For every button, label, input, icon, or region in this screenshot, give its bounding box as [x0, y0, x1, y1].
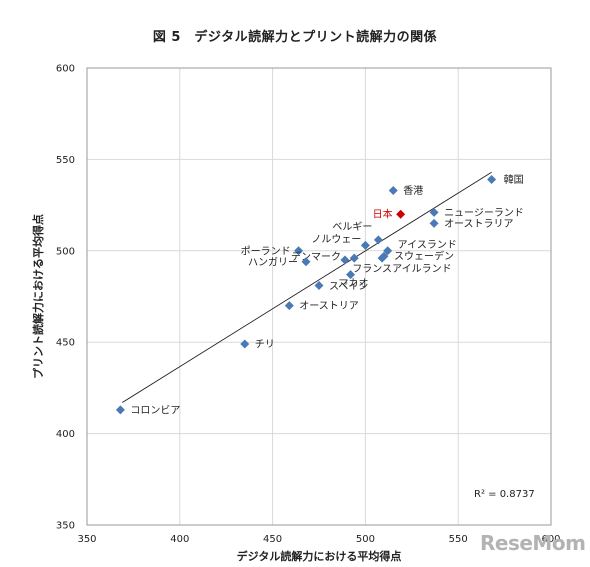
data-point [301, 257, 311, 267]
y-tick-label: 450 [56, 338, 75, 349]
point-label: アイスランド [398, 239, 457, 251]
plot-area [86, 67, 552, 526]
point-label: フランス [352, 263, 392, 275]
y-tick-label: 400 [56, 429, 75, 440]
data-point [240, 339, 250, 349]
point-label: 韓国 [504, 174, 524, 186]
data-point [115, 405, 125, 415]
point-label: コロンビア [130, 404, 180, 416]
data-point [377, 253, 387, 263]
point-label: ノルウェー [311, 233, 361, 245]
data-point [429, 218, 439, 228]
data-point [340, 255, 350, 265]
point-label: オーストラリア [444, 218, 514, 230]
x-tick-label: 350 [77, 534, 96, 545]
data-point [346, 270, 356, 280]
data-point [284, 301, 294, 311]
point-label: ベルギー [332, 221, 372, 233]
data-point [360, 240, 370, 250]
y-tick-label: 500 [56, 246, 75, 257]
point-label: オーストリア [299, 300, 359, 312]
r-squared-label: R² = 0.8737 [474, 489, 535, 500]
x-axis-label: デジタル読解力における平均得点 [237, 549, 402, 563]
y-tick-label: 600 [56, 64, 75, 75]
point-label: 香港 [403, 185, 423, 197]
point-label: スウェーデン [394, 249, 454, 262]
point-label: 日本 [373, 208, 393, 221]
point-label: ニュージーランド [444, 207, 524, 219]
data-point [349, 253, 359, 263]
point-label: アイルランド [392, 263, 452, 275]
data-point [487, 175, 497, 185]
data-point [383, 246, 393, 256]
data-point [396, 209, 406, 219]
chart-title: 図 5 デジタル読解力とプリント読解力の関係 [152, 30, 438, 45]
point-label: ハンガリー [248, 256, 298, 268]
x-tick-label: 500 [356, 534, 375, 545]
axis-ticks: 350 400 450 500 550 600 350 400 450 500 550 600 [56, 64, 561, 546]
y-tick-label: 350 [56, 521, 75, 532]
data-point [294, 246, 304, 256]
x-tick-label: 600 [541, 534, 560, 545]
point-label: デンマーク [291, 250, 341, 263]
x-tick-label: 400 [170, 534, 189, 545]
resemom-logo: ReseMom [480, 531, 586, 555]
data-point [314, 281, 324, 291]
trend-line [122, 171, 492, 403]
y-axis-label: プリント読解力における平均得点 [31, 214, 45, 379]
point-label: チリ [255, 339, 275, 351]
data-point [373, 235, 383, 245]
point-label: マカオ [339, 278, 369, 290]
point-label: スペイン [329, 282, 368, 293]
x-tick-label: 450 [263, 534, 282, 545]
data-points: 韓国香港日本 ニュージーランドオーストラリア ベルギーノルウェーアイスランドスウェー… [115, 174, 524, 416]
y-tick-label: 550 [56, 155, 75, 166]
point-label: ポーランド [241, 245, 291, 257]
x-tick-label: 550 [449, 534, 468, 545]
data-point [429, 207, 439, 217]
gridlines [86, 67, 552, 526]
data-point [388, 185, 398, 195]
